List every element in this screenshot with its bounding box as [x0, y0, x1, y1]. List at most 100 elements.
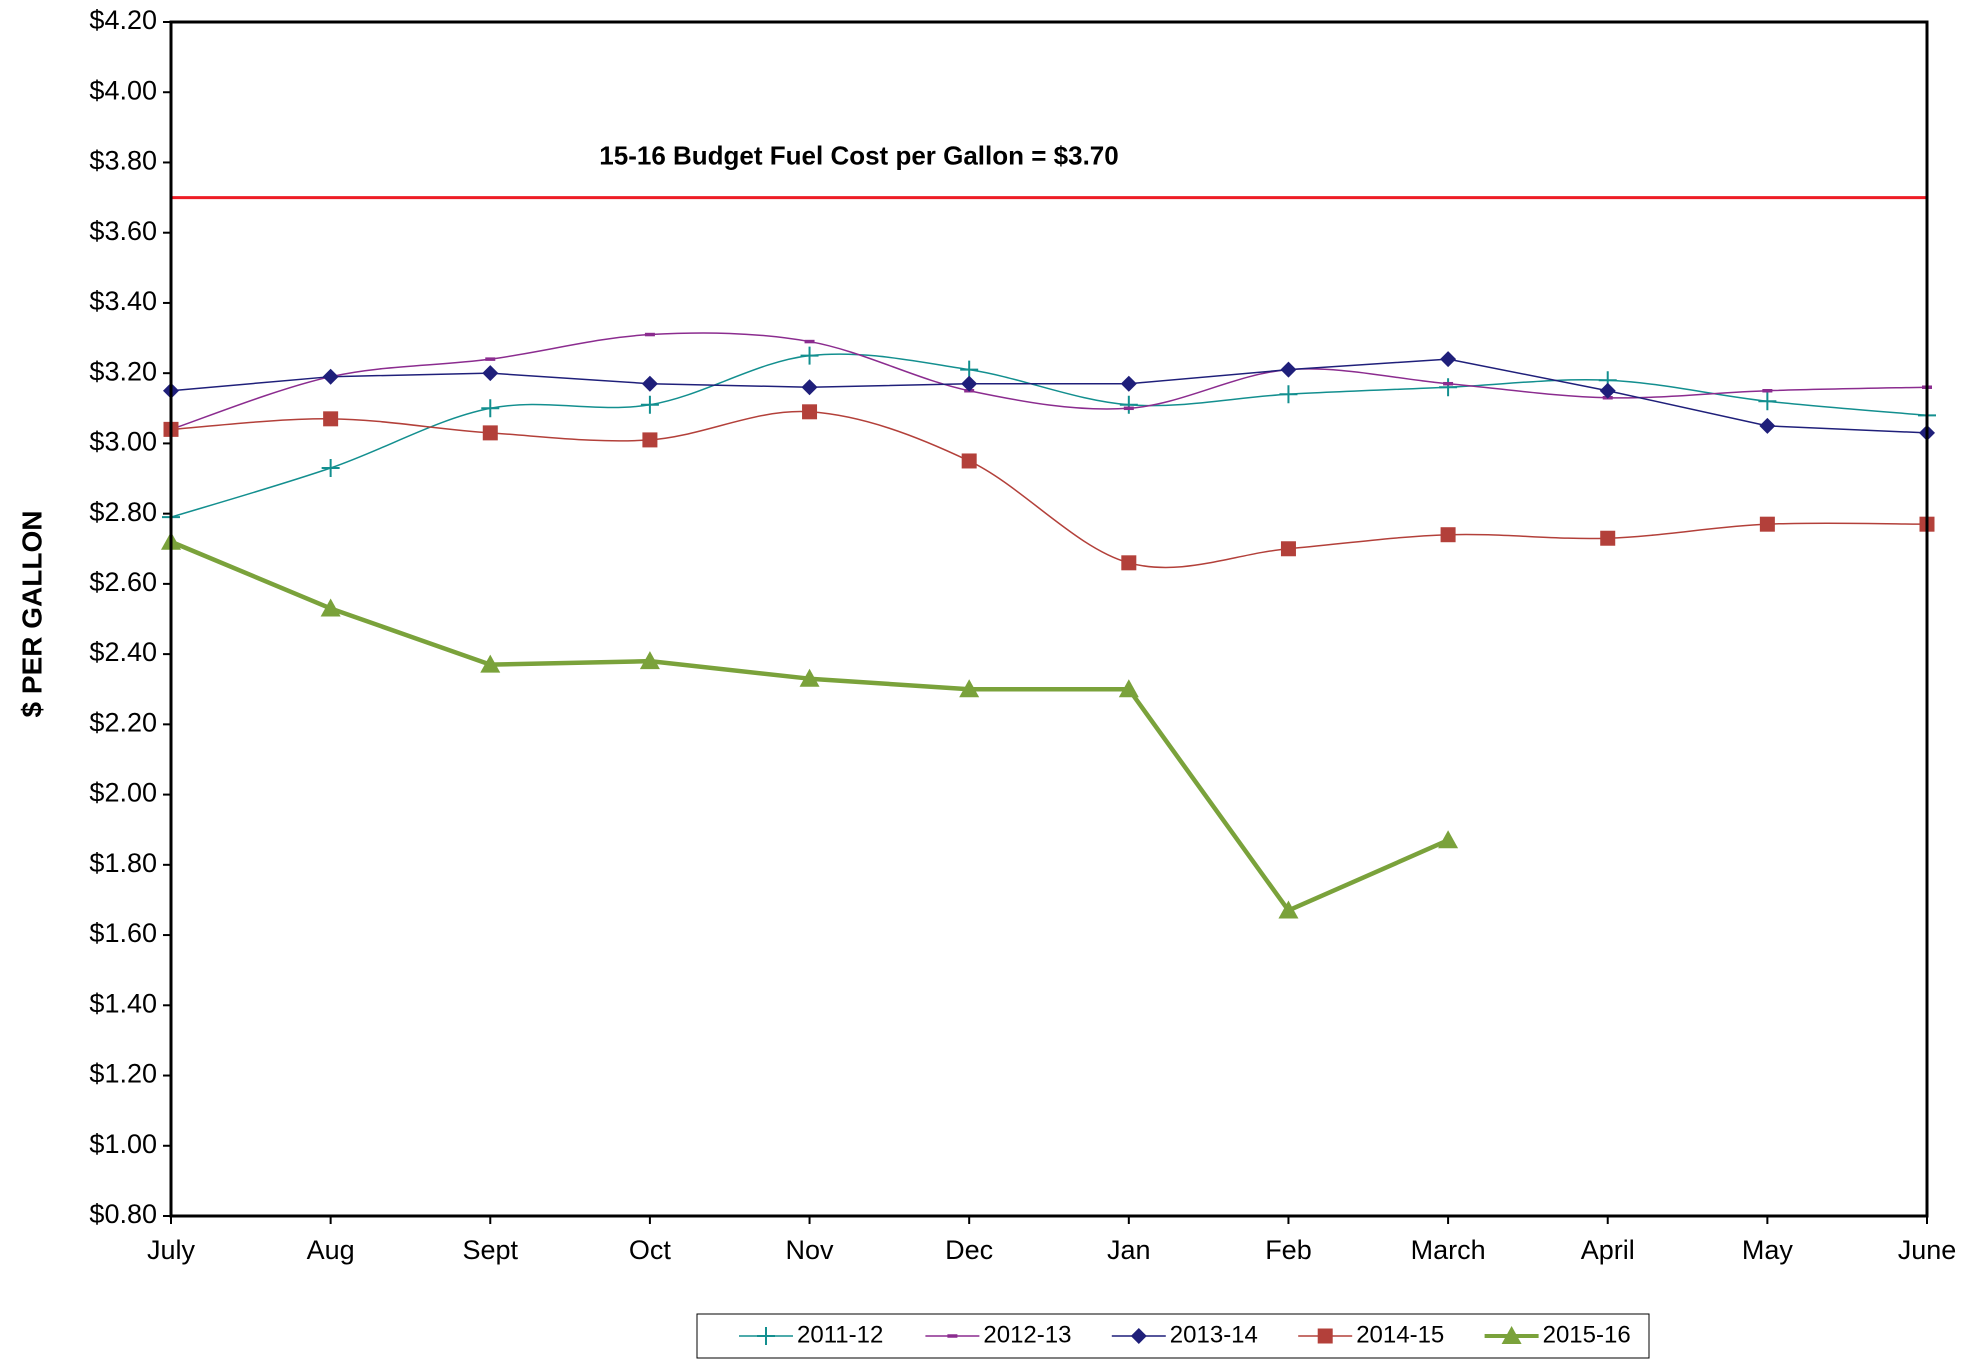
y-tick-label: $3.20 — [89, 356, 157, 386]
data-point — [960, 360, 979, 379]
marker-shape — [480, 654, 501, 673]
data-point — [1758, 392, 1777, 411]
y-tick-label: $0.80 — [89, 1199, 157, 1229]
marker-shape — [1119, 395, 1138, 414]
x-tick-label: Dec — [945, 1235, 993, 1265]
marker-shape — [640, 395, 659, 414]
marker-shape — [1118, 679, 1139, 698]
x-tick-label: Feb — [1265, 1235, 1312, 1265]
marker-shape — [800, 346, 819, 365]
x-tick-label: June — [1898, 1235, 1957, 1265]
data-point — [1118, 679, 1139, 698]
marker-shape — [1440, 527, 1456, 543]
y-tick-label: $2.80 — [89, 497, 157, 527]
data-point — [1600, 530, 1616, 546]
legend: 2011-12 2012-13 2013-14 2014-15 2015-16 — [696, 1313, 1650, 1359]
marker-shape — [1758, 392, 1777, 411]
marker-shape — [323, 411, 339, 427]
x-tick-label: Aug — [307, 1235, 355, 1265]
marker-shape — [322, 368, 339, 385]
legend-label: 2012-13 — [983, 1321, 1071, 1348]
data-point — [802, 404, 818, 420]
marker-shape — [1120, 375, 1137, 392]
data-point — [482, 365, 499, 382]
marker-shape — [757, 1327, 775, 1345]
x-tick-label: Nov — [786, 1235, 835, 1265]
y-tick-label: $3.60 — [89, 216, 157, 246]
y-tick-label: $1.60 — [89, 918, 157, 948]
marker-shape — [1600, 530, 1616, 546]
marker-shape — [642, 432, 658, 448]
marker-shape — [1599, 382, 1616, 399]
marker-shape — [1439, 378, 1458, 397]
series-line — [170, 332, 1928, 431]
data-point — [961, 453, 977, 469]
x-tick-label: Oct — [629, 1235, 672, 1265]
legend-marker — [757, 1327, 775, 1345]
data-point — [1280, 361, 1297, 378]
marker-shape — [1759, 516, 1775, 532]
series-line — [170, 539, 1449, 913]
y-tick-label: $2.40 — [89, 637, 157, 667]
data-point — [1439, 378, 1458, 397]
x-tick-label: April — [1581, 1235, 1635, 1265]
marker-shape — [1130, 1328, 1147, 1344]
y-tick-label: $2.20 — [89, 707, 157, 737]
marker-shape — [799, 668, 820, 687]
legend-label: 2015-16 — [1543, 1321, 1631, 1348]
marker-shape — [1280, 541, 1296, 557]
data-point — [641, 375, 658, 392]
x-tick-label: March — [1411, 1235, 1486, 1265]
data-point — [1759, 516, 1775, 532]
x-tick-label: Jan — [1107, 1235, 1151, 1265]
data-point — [799, 668, 820, 687]
data-point — [1119, 395, 1138, 414]
y-tick-label: $3.40 — [89, 286, 157, 316]
y-tick-label: $1.80 — [89, 848, 157, 878]
legend-marker — [1317, 1328, 1333, 1344]
data-point — [320, 598, 341, 617]
data-point — [961, 375, 978, 392]
x-tick-label: May — [1742, 1235, 1794, 1265]
marker-shape — [1317, 1328, 1333, 1344]
y-tick-label: $1.20 — [89, 1059, 157, 1089]
y-tick-label: $2.60 — [89, 567, 157, 597]
y-tick-label: $4.00 — [89, 75, 157, 105]
data-point — [800, 346, 819, 365]
marker-shape — [1121, 555, 1137, 571]
y-tick-label: $3.00 — [89, 427, 157, 457]
data-point — [1440, 351, 1457, 368]
x-tick-label: Sept — [462, 1235, 518, 1265]
data-point — [1599, 382, 1616, 399]
y-tick-label: $1.40 — [89, 988, 157, 1018]
series-line — [170, 410, 1928, 569]
data-point — [1438, 830, 1459, 849]
marker-shape — [959, 679, 980, 698]
data-point — [1278, 900, 1299, 919]
data-point — [1440, 527, 1456, 543]
data-point — [642, 432, 658, 448]
data-point — [1759, 417, 1776, 434]
data-point — [1280, 541, 1296, 557]
plot-frame — [169, 20, 1929, 1218]
marker-shape — [482, 365, 499, 382]
data-point — [1120, 375, 1137, 392]
data-point — [639, 651, 660, 670]
marker-shape — [801, 379, 818, 396]
legend-label: 2011-12 — [797, 1321, 883, 1348]
data-point — [480, 654, 501, 673]
marker-shape — [641, 375, 658, 392]
data-point — [322, 368, 339, 385]
y-tick-label: $2.00 — [89, 778, 157, 808]
marker-shape — [1278, 900, 1299, 919]
data-point — [481, 399, 500, 418]
legend-marker — [1130, 1328, 1147, 1344]
series-line — [170, 358, 1928, 434]
data-point — [321, 458, 340, 477]
reference-label: 15-16 Budget Fuel Cost per Gallon = $3.7… — [599, 140, 1118, 170]
data-point — [640, 395, 659, 414]
marker-shape — [481, 399, 500, 418]
data-point — [1279, 385, 1298, 404]
